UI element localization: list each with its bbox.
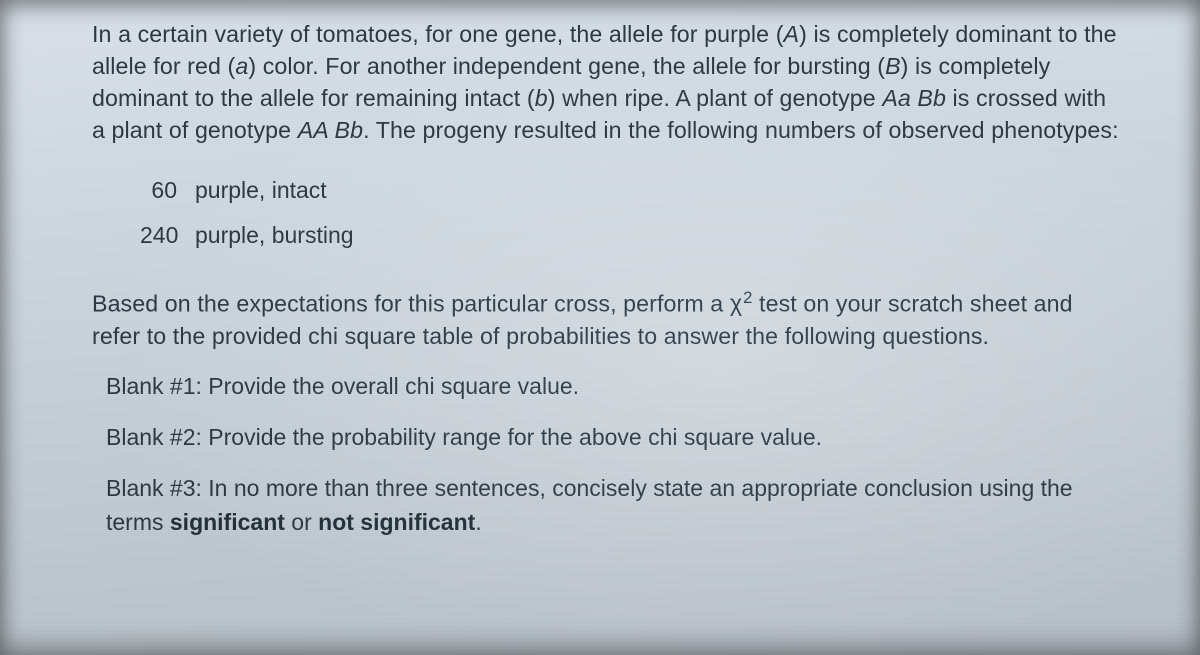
chi-exponent: 2 [743, 288, 752, 307]
intro-text: ) when ripe. A plant of genotype [548, 85, 883, 111]
chi-square-symbol: χ2 [730, 290, 753, 316]
bold-significant: significant [170, 509, 285, 535]
intro-paragraph: In a certain variety of tomatoes, for on… [92, 18, 1120, 146]
phenotype-label: purple, intact [195, 168, 327, 213]
intro-text: . The progeny resulted in the following … [363, 117, 1119, 143]
phenotype-data-list: 60 purple, intact 240 purple, bursting [140, 168, 1120, 258]
genotype-2: AA Bb [298, 117, 363, 143]
list-item: 240 purple, bursting [140, 213, 1120, 258]
allele-a: a [235, 53, 248, 79]
blank-3: Blank #3: In no more than three sentence… [92, 472, 1120, 539]
blank-3-text: or [285, 509, 318, 535]
phenotype-count: 240 [140, 213, 195, 258]
allele-A: A [784, 21, 800, 47]
bold-not-significant: not significant [318, 509, 475, 535]
phenotype-count: 60 [140, 168, 195, 213]
intro-text: In a certain variety of tomatoes, for on… [92, 21, 784, 47]
instructions-paragraph: Based on the expectations for this parti… [92, 286, 1120, 352]
genotype-1: Aa Bb [882, 85, 946, 111]
phenotype-label: purple, bursting [195, 213, 354, 258]
question-panel: In a certain variety of tomatoes, for on… [0, 0, 1200, 655]
blank-1: Blank #1: Provide the overall chi square… [92, 370, 1120, 403]
intro-text: ) color. For another independent gene, t… [248, 53, 885, 79]
allele-B: B [885, 53, 901, 79]
list-item: 60 purple, intact [140, 168, 1120, 213]
instructions-text: Based on the expectations for this parti… [92, 290, 730, 316]
blank-2: Blank #2: Provide the probability range … [92, 421, 1120, 454]
chi-letter: χ [730, 290, 742, 316]
blank-3-text: . [475, 509, 481, 535]
allele-b: b [535, 85, 548, 111]
